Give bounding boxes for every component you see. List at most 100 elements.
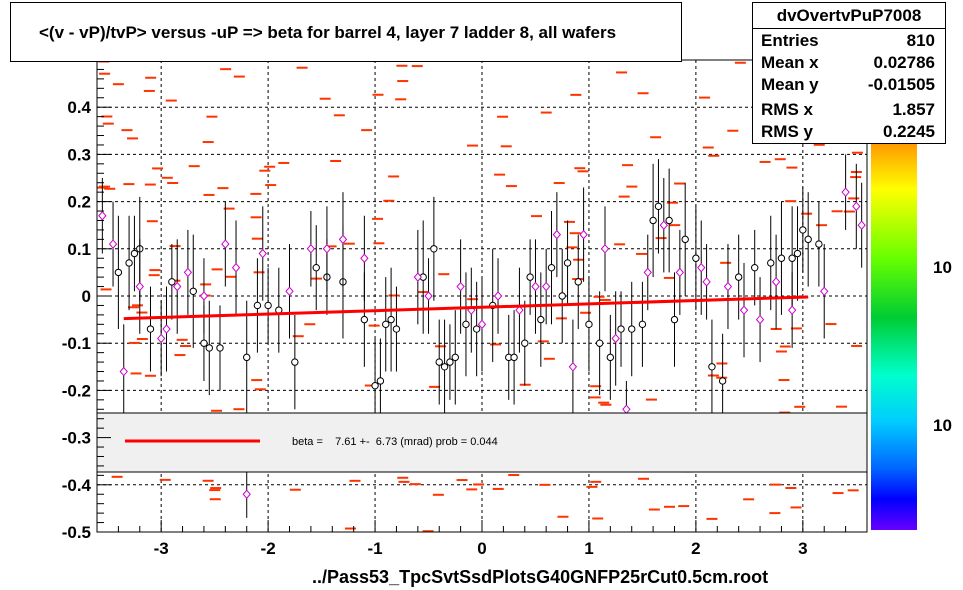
profile-point-diamond: [258, 248, 267, 259]
profile-point-circle: [793, 249, 802, 258]
y-tick-label: 0.4: [67, 98, 91, 117]
y-tick-label: -0.5: [62, 523, 91, 542]
chart-title: <(v - vP)/tvP> versus -uP => beta for ba…: [39, 23, 617, 42]
profile-point-diamond: [157, 333, 166, 344]
profile-point-circle: [451, 353, 459, 362]
profile-point-diamond: [162, 324, 171, 334]
profile-point-circle: [114, 268, 123, 277]
profile-points: [98, 154, 866, 518]
profile-point-circle: [628, 325, 636, 333]
stats-key: RMS x: [761, 100, 813, 119]
profile-point-diamond: [456, 281, 465, 292]
stats-key: Entries: [761, 31, 819, 50]
profile-point-diamond: [611, 333, 620, 344]
stats-key: Mean x: [761, 53, 819, 72]
profile-point-circle: [387, 315, 395, 324]
profile-point-diamond: [231, 262, 241, 273]
profile-point-circle: [360, 315, 369, 324]
profile-point-circle: [804, 235, 812, 244]
profile-point-diamond: [702, 277, 711, 287]
stats-row-entries: Entries 810: [753, 31, 945, 53]
profile-point-diamond: [568, 362, 578, 372]
stats-value: -0.01505: [867, 75, 935, 94]
profile-point-diamond: [552, 229, 562, 240]
profile-point-circle: [718, 377, 727, 385]
x-axis-title: ../Pass53_TpcSvtSsdPlotsG40GNFP25rCut0.5…: [312, 567, 769, 587]
profile-point-circle: [430, 245, 438, 253]
profile-point-diamond: [322, 244, 332, 254]
profile-point-diamond: [531, 281, 540, 292]
fit-line: [123, 295, 809, 321]
profile-point-circle: [291, 358, 299, 366]
profile-point-circle: [654, 202, 663, 211]
profile-point-circle: [537, 315, 545, 324]
profile-point-diamond: [787, 305, 797, 315]
profile-point-circle: [585, 320, 593, 329]
profile-point-diamond: [697, 262, 706, 273]
stats-value: 0.2245: [883, 122, 935, 141]
profile-point-circle: [777, 254, 786, 262]
profile-point-diamond: [306, 244, 316, 254]
x-tick-label: 0: [477, 539, 486, 558]
profile-point-diamond: [477, 319, 487, 330]
profile-point-diamond: [173, 281, 182, 292]
profile-point-circle: [205, 344, 213, 352]
stats-row-rms-x: RMS x 1.857: [753, 100, 945, 122]
profile-point-diamond: [600, 244, 610, 254]
profile-point-circle: [472, 325, 481, 333]
profile-point-diamond: [857, 220, 866, 230]
profile-point-diamond: [221, 239, 230, 249]
profile-point-diamond: [723, 281, 733, 292]
stats-row-mean-y: Mean y -0.01505: [753, 75, 945, 97]
stats-value: 1.857: [892, 100, 935, 119]
stats-key: RMS y: [761, 122, 813, 141]
profile-point-circle: [440, 363, 449, 371]
x-tick-label: -2: [261, 539, 276, 558]
profile-point-circle: [130, 249, 139, 258]
profile-point-circle: [446, 358, 454, 366]
profile-point-diamond: [841, 187, 850, 197]
profile-point-diamond: [659, 220, 668, 230]
profile-point-circle: [595, 339, 604, 347]
profile-point-circle: [638, 320, 647, 329]
profile-point-diamond: [739, 305, 749, 315]
profile-point-circle: [751, 263, 759, 272]
stats-row-mean-x: Mean x 0.02786: [753, 53, 945, 75]
profile-point-circle: [526, 273, 534, 281]
profile-point-circle: [392, 325, 401, 333]
profile-point-diamond: [338, 234, 348, 245]
profile-point-diamond: [579, 229, 588, 240]
y-tick-label: -0.2: [62, 381, 91, 400]
profile-point-circle: [734, 273, 743, 281]
profile-point-diamond: [119, 366, 128, 377]
profile-point-circle: [670, 315, 679, 324]
profile-point-circle: [665, 216, 673, 225]
profile-point-diamond: [360, 253, 369, 263]
profile-point-circle: [200, 339, 208, 347]
profile-point-circle: [371, 381, 379, 390]
profile-point-circle: [617, 325, 625, 333]
profile-point-diamond: [820, 286, 829, 297]
profile-point-diamond: [771, 277, 781, 287]
profile-point-circle: [435, 358, 443, 366]
profile-point-circle: [799, 226, 807, 234]
stats-key: Mean y: [761, 75, 819, 94]
profile-point-diamond: [493, 291, 503, 301]
profile-point-circle: [521, 339, 529, 347]
y-tick-label: -0.1: [62, 334, 91, 353]
profile-point-circle: [649, 216, 657, 225]
profile-point-circle: [815, 240, 823, 248]
profile-point-circle: [216, 344, 224, 352]
profile-point-circle: [382, 320, 390, 329]
profile-point-circle: [462, 320, 470, 329]
palette-label-lower: 10: [933, 416, 952, 435]
profile-point-diamond: [675, 267, 685, 278]
profile-point-circle: [376, 377, 385, 385]
x-tick-label: 1: [584, 539, 593, 558]
profile-point-diamond: [199, 291, 209, 301]
profile-point-circle: [606, 353, 615, 362]
y-tick-label: 0: [82, 287, 91, 306]
profile-point-circle: [558, 292, 566, 300]
profile-point-diamond: [852, 201, 861, 212]
profile-point-circle: [146, 325, 155, 333]
